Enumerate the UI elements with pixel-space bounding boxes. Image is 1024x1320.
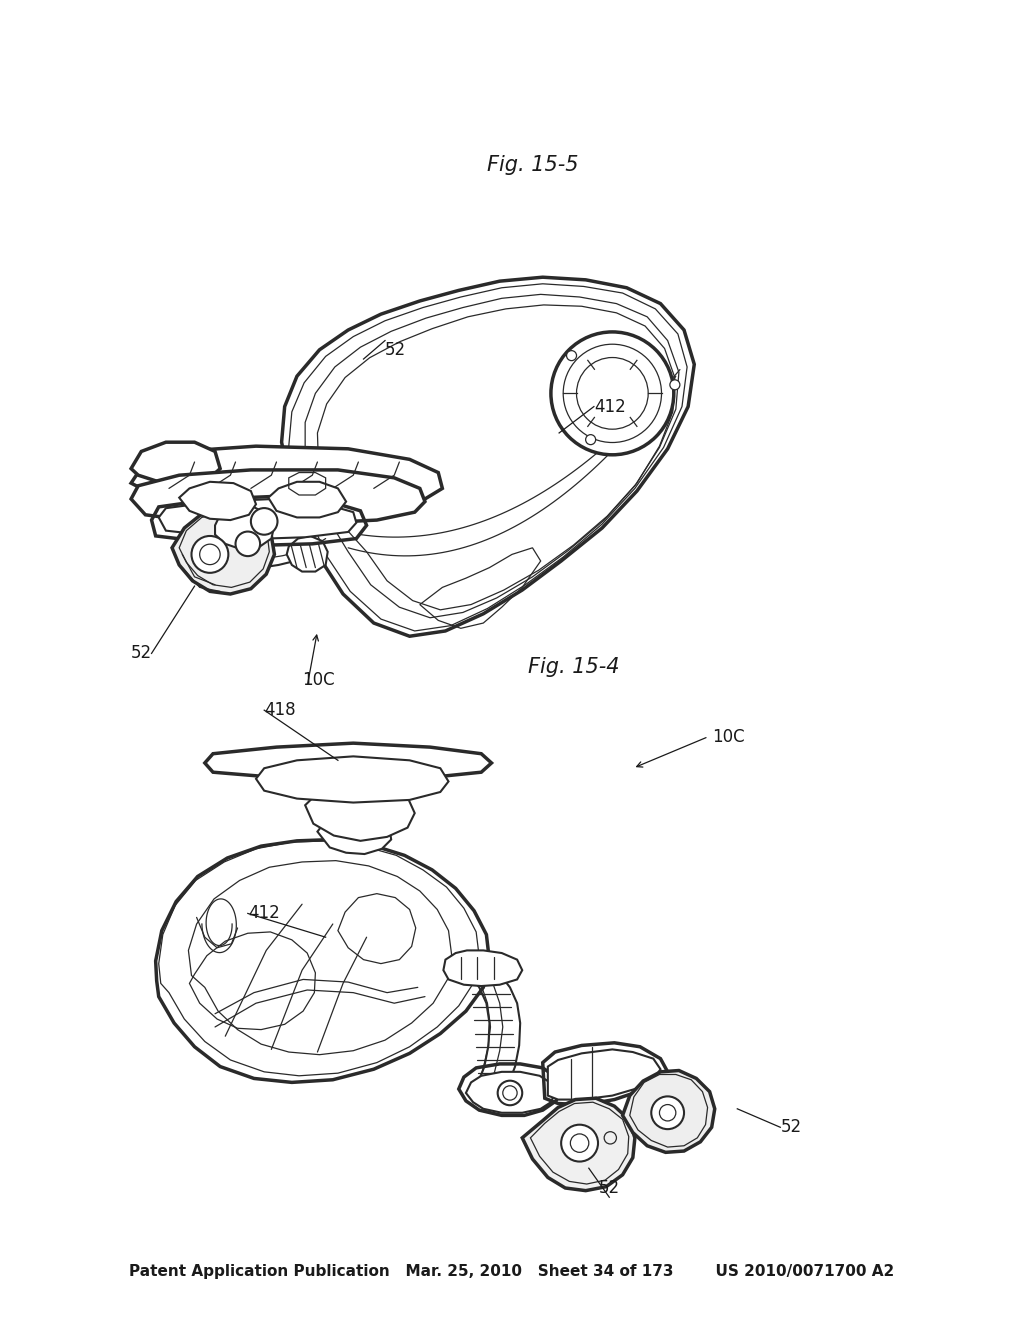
Text: 52: 52: [780, 1118, 802, 1137]
Text: Patent Application Publication   Mar. 25, 2010   Sheet 34 of 173        US 2010/: Patent Application Publication Mar. 25, …: [129, 1263, 895, 1279]
Text: 52: 52: [130, 644, 152, 663]
Polygon shape: [156, 840, 489, 1082]
Polygon shape: [159, 499, 356, 539]
Polygon shape: [282, 277, 694, 636]
Text: 418: 418: [264, 701, 296, 719]
Polygon shape: [215, 506, 274, 549]
Text: 52: 52: [599, 1179, 620, 1197]
Text: 10C: 10C: [712, 727, 744, 746]
Polygon shape: [317, 810, 391, 854]
Circle shape: [566, 351, 577, 360]
Polygon shape: [287, 536, 328, 572]
Circle shape: [236, 532, 260, 556]
Polygon shape: [131, 470, 425, 524]
Polygon shape: [548, 1049, 660, 1100]
Polygon shape: [268, 482, 346, 517]
Polygon shape: [205, 743, 492, 780]
Circle shape: [651, 1097, 684, 1129]
Text: 52: 52: [385, 341, 407, 359]
Circle shape: [251, 508, 278, 535]
Text: 10C: 10C: [302, 671, 335, 689]
Polygon shape: [305, 780, 415, 841]
Polygon shape: [179, 482, 256, 520]
Polygon shape: [443, 950, 522, 986]
Circle shape: [586, 434, 596, 445]
Polygon shape: [623, 1071, 715, 1152]
Text: Fig. 15-4: Fig. 15-4: [527, 656, 620, 677]
Circle shape: [551, 331, 674, 455]
Circle shape: [191, 536, 228, 573]
Circle shape: [670, 380, 680, 389]
Polygon shape: [466, 1072, 555, 1113]
Polygon shape: [172, 510, 274, 594]
Text: Fig. 15-5: Fig. 15-5: [486, 154, 579, 176]
Circle shape: [498, 1081, 522, 1105]
Circle shape: [561, 1125, 598, 1162]
Polygon shape: [256, 756, 449, 803]
Text: 412: 412: [248, 904, 280, 923]
Polygon shape: [131, 442, 220, 483]
Polygon shape: [522, 1098, 635, 1191]
Text: 412: 412: [594, 397, 626, 416]
Polygon shape: [131, 446, 442, 499]
